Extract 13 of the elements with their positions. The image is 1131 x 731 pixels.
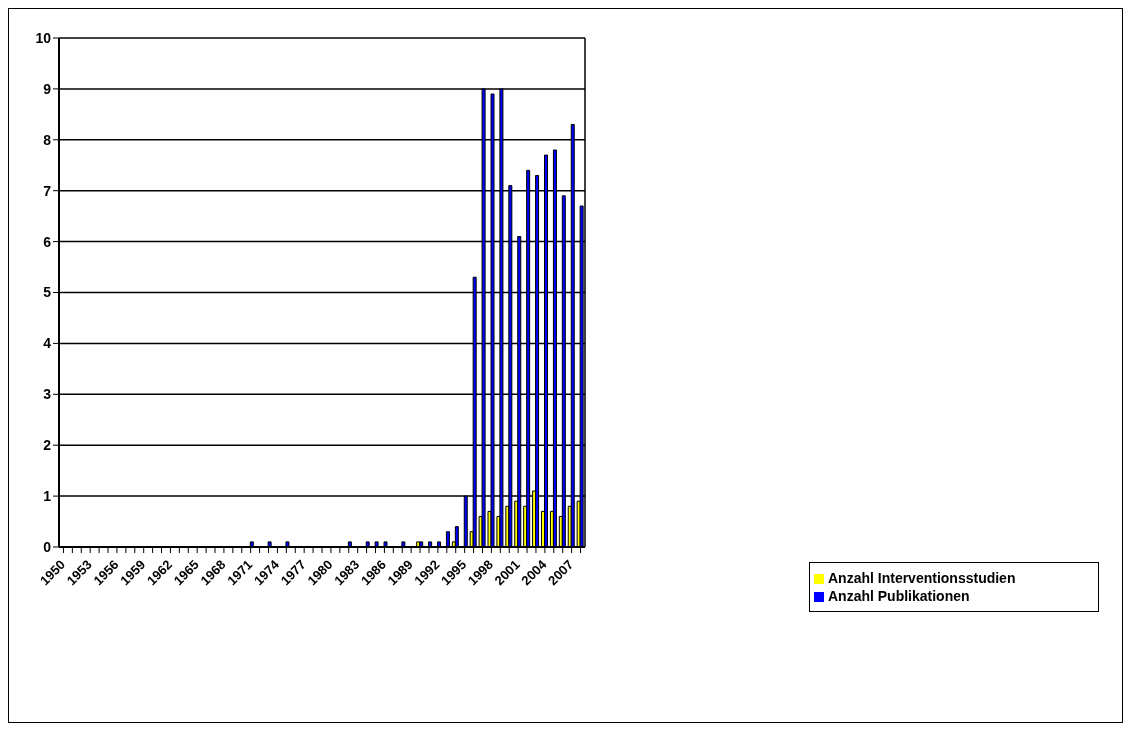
y-tick-label: 4 <box>43 335 52 352</box>
y-tick-label: 0 <box>43 538 52 555</box>
y-tick-label: 5 <box>43 284 52 301</box>
legend-label: Anzahl Publikationen <box>828 588 970 604</box>
y-tick-label: 7 <box>43 182 52 199</box>
y-tick-label: 1 <box>43 488 52 505</box>
y-tick-label: 8 <box>43 131 52 148</box>
y-tick-label: 3 <box>43 386 52 403</box>
y-tick-label: 10 <box>35 29 52 46</box>
legend-label: Anzahl Interventionsstudien <box>828 570 1016 586</box>
y-tick-label: 2 <box>43 437 52 454</box>
y-tick-label: 6 <box>43 233 52 250</box>
y-tick-label: 9 <box>43 80 52 97</box>
